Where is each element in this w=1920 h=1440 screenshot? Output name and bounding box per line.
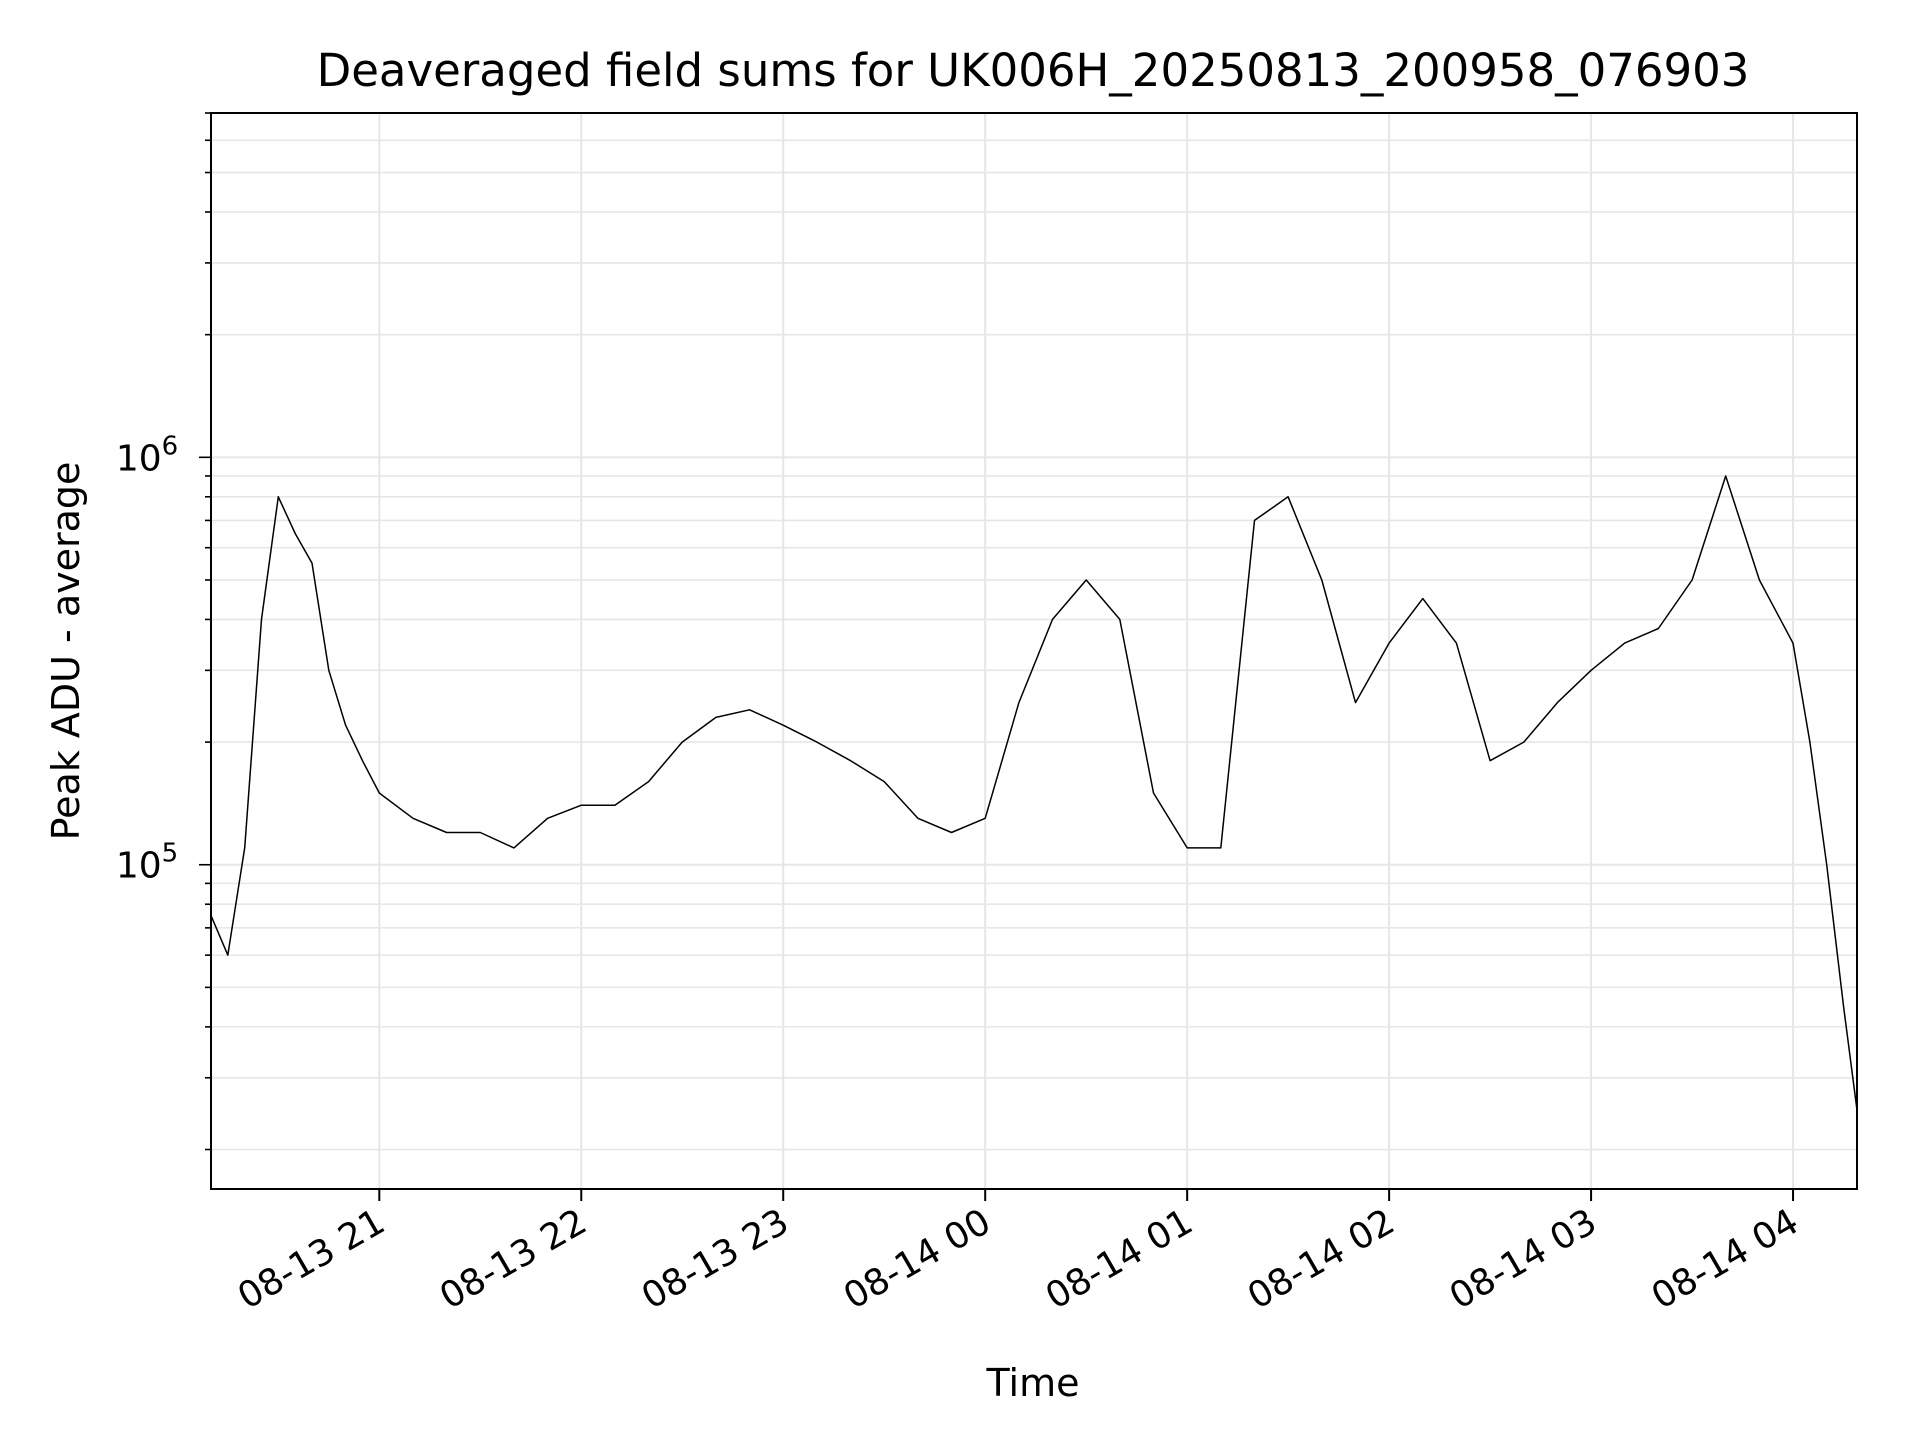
ticks: 08-13 21 08-13 22 08-13 23 08-14 00 08-14 01… xyxy=(116,112,1806,1318)
x-tick-label: 08-14 02 xyxy=(1241,1201,1402,1317)
x-tick-label: 08-14 04 xyxy=(1645,1201,1806,1317)
x-tick-label: 08-14 01 xyxy=(1039,1201,1200,1317)
y-tick-label: 105 xyxy=(116,839,178,887)
grid xyxy=(211,112,1857,1189)
x-axis-label: Time xyxy=(986,1361,1080,1405)
x-tick-label: 08-13 23 xyxy=(635,1201,796,1317)
x-tick-label: 08-14 00 xyxy=(837,1201,998,1317)
y-tick-label: 106 xyxy=(116,431,178,479)
y-axis-label: Peak ADU - average xyxy=(44,462,88,841)
chart-title: Deaveraged field sums for UK006H_2025081… xyxy=(317,44,1750,97)
series-line xyxy=(210,475,1858,1111)
plot-frame xyxy=(210,112,1858,1190)
x-tick-label: 08-13 21 xyxy=(231,1201,392,1317)
x-tick-label: 08-13 22 xyxy=(433,1201,594,1317)
x-tick-label: 08-14 03 xyxy=(1443,1201,1604,1317)
series xyxy=(210,475,1858,1111)
